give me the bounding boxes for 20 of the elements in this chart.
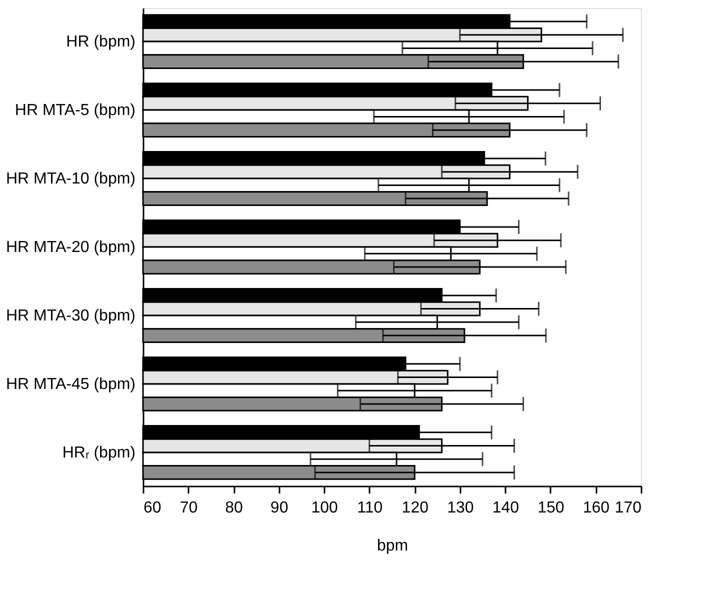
x-tick-label: 60	[144, 500, 162, 516]
y-tick-label: HR MTA-10 (bpm)	[6, 170, 136, 188]
x-tick-label: 120	[402, 500, 429, 516]
x-tick-label: 110	[357, 500, 383, 516]
x-tick-label: 80	[225, 500, 244, 516]
x-tick-label: 90	[270, 500, 288, 516]
x-tick-label: 130	[447, 500, 474, 516]
y-tick-label: HRᵣ (bpm)	[62, 444, 136, 462]
x-tick-label: 160	[582, 500, 610, 516]
x-tick-label: 70	[180, 500, 198, 516]
x-tick-label: 150	[538, 500, 564, 516]
y-tick-label: HR MTA-5 (bpm)	[14, 102, 136, 120]
x-tick-label: 170	[614, 500, 642, 516]
y-tick-label: HR MTA-30 (bpm)	[6, 307, 136, 324]
y-tick-label: HR MTA-45 (bpm)	[6, 376, 136, 393]
x-tick-label: 100	[311, 500, 338, 516]
y-tick-label: HR MTA-20 (bpm)	[6, 239, 136, 256]
y-tick-label: HR (bpm)	[66, 34, 136, 51]
x-axis-title: bpm	[376, 538, 408, 554]
x-tick-label: 140	[492, 500, 520, 516]
